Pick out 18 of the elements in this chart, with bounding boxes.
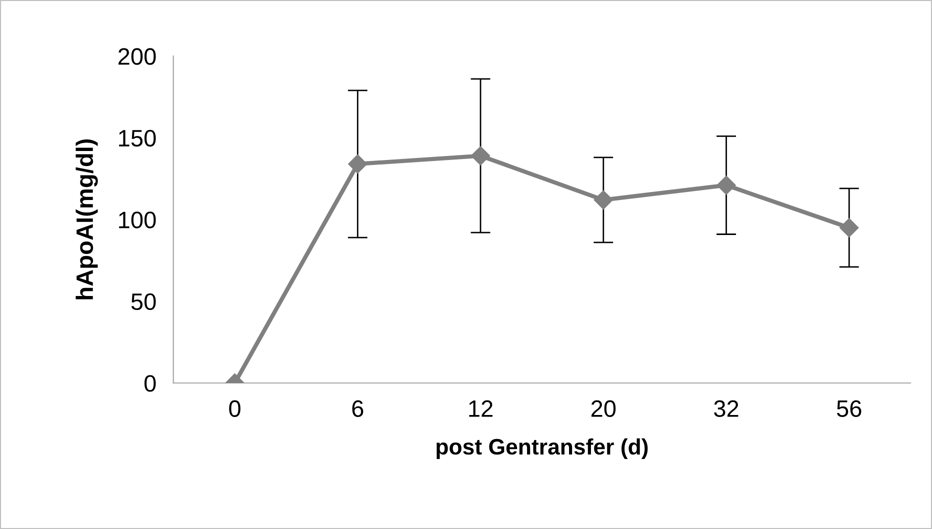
x-tick-label: 56 bbox=[836, 400, 862, 418]
x-axis-title: post Gentransfer (d) bbox=[436, 438, 648, 460]
x-tick-label: 20 bbox=[591, 400, 616, 418]
x-tick-label: 6 bbox=[352, 400, 364, 418]
point bbox=[594, 190, 613, 210]
y-axis-title: hApoAI(mg/dl) bbox=[76, 139, 98, 300]
x-tick-label: 12 bbox=[469, 400, 492, 417]
y-tick-label: 50 bbox=[131, 293, 156, 310]
point bbox=[716, 176, 736, 195]
x-tick-label: 32 bbox=[714, 400, 738, 418]
x-tick-label: 0 bbox=[229, 400, 240, 418]
y-tick-label: 200 bbox=[118, 48, 156, 65]
y-tick-label: 0 bbox=[144, 375, 156, 392]
point bbox=[840, 218, 859, 238]
y-tick-label: 100 bbox=[119, 212, 156, 228]
y-tick-label: 150 bbox=[119, 130, 156, 147]
point bbox=[470, 146, 490, 166]
point bbox=[348, 154, 368, 174]
